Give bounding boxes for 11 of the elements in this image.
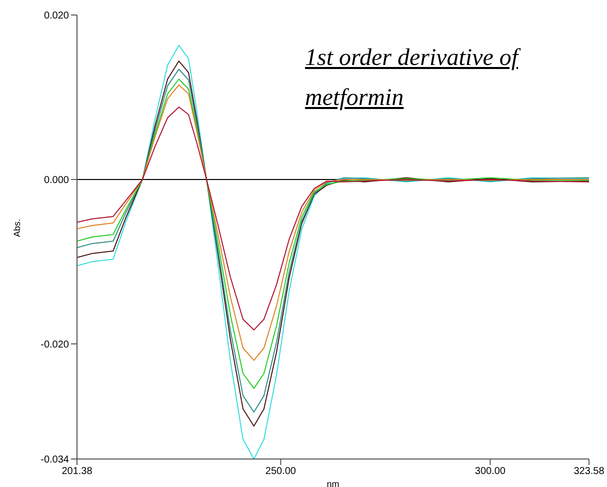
x-tick-label: 300.00 [474,466,506,478]
x-tick-label: 201.38 [62,466,93,478]
y-tick-label: 0.020 [44,10,70,22]
y-axis-title: Abs. [12,218,22,237]
y-tick-label: -0.034 [40,454,70,466]
x-tick-label: 250.00 [265,466,296,478]
text: 1st order derivative of metformin [305,44,522,113]
x-axis-title: nm [326,479,340,487]
x-tick-label: 323.58 [574,466,605,478]
y-tick-label: 0.000 [44,174,70,186]
y-tick-label: -0.020 [40,339,70,350]
